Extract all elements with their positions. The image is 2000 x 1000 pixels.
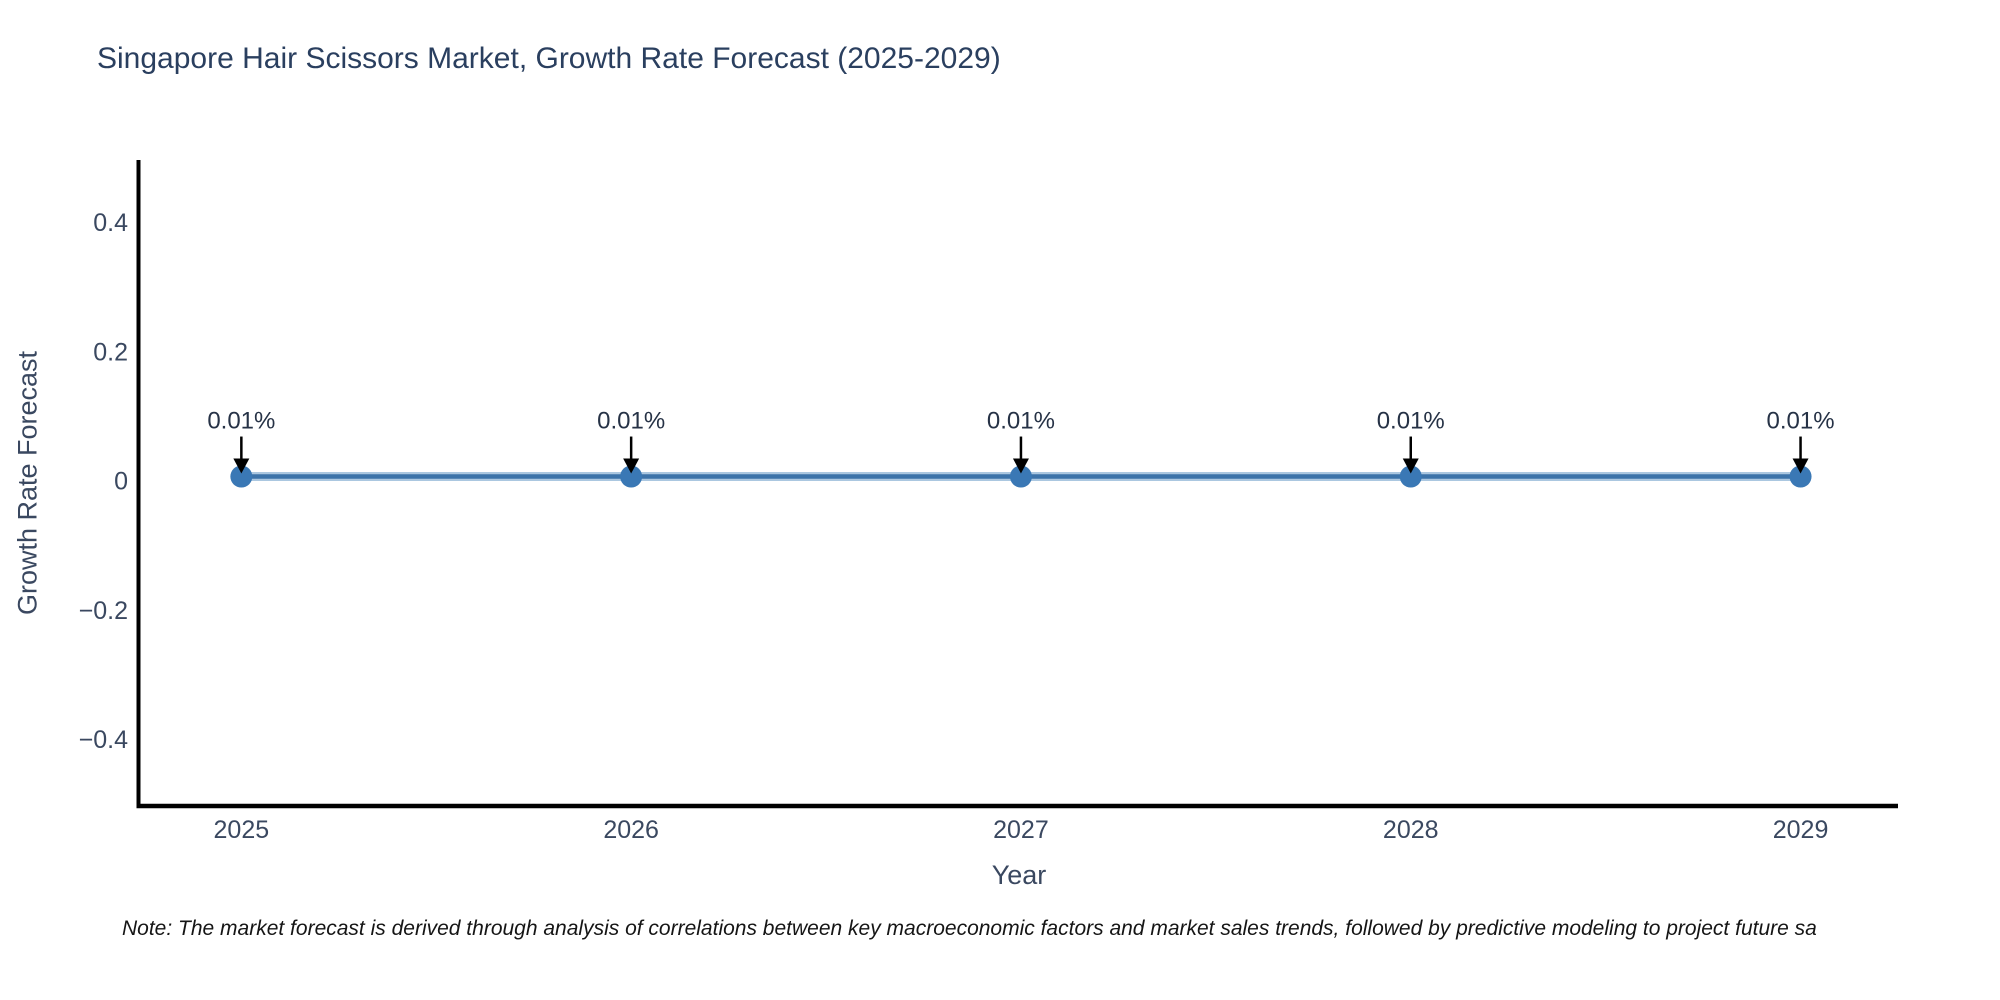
annotation-arrow-head <box>1012 458 1029 474</box>
x-axis-title: Year <box>991 860 1047 890</box>
y-tick-label: −0.4 <box>79 726 128 754</box>
point-value-label: 0.01% <box>987 408 1055 435</box>
data-point-marker <box>1009 465 1032 488</box>
y-tick-label: −0.2 <box>79 597 128 625</box>
annotation-arrow-head <box>1792 458 1809 474</box>
y-tick-label: 0 <box>114 468 128 496</box>
y-tick-label: 0.4 <box>93 209 128 237</box>
point-value-label: 0.01% <box>1767 408 1835 435</box>
point-value-label: 0.01% <box>207 408 275 435</box>
annotation-arrow-head <box>623 458 640 474</box>
annotation-arrow-head <box>1402 458 1419 474</box>
x-tick-label: 2027 <box>993 816 1049 844</box>
x-tick-label: 2025 <box>214 816 270 844</box>
point-value-label: 0.01% <box>1377 408 1445 435</box>
data-point-marker <box>620 465 643 488</box>
x-tick-label: 2029 <box>1773 816 1829 844</box>
data-point-marker <box>1789 465 1812 488</box>
y-tick-label: 0.2 <box>93 338 128 366</box>
chart-title: Singapore Hair Scissors Market, Growth R… <box>97 42 1001 75</box>
data-point-marker <box>230 465 253 488</box>
footnote: Note: The market forecast is derived thr… <box>122 917 1817 940</box>
point-value-label: 0.01% <box>597 408 665 435</box>
data-point-marker <box>1399 465 1422 488</box>
x-tick-label: 2026 <box>603 816 659 844</box>
annotation-arrow-head <box>233 458 250 474</box>
x-tick-label: 2028 <box>1383 816 1439 844</box>
